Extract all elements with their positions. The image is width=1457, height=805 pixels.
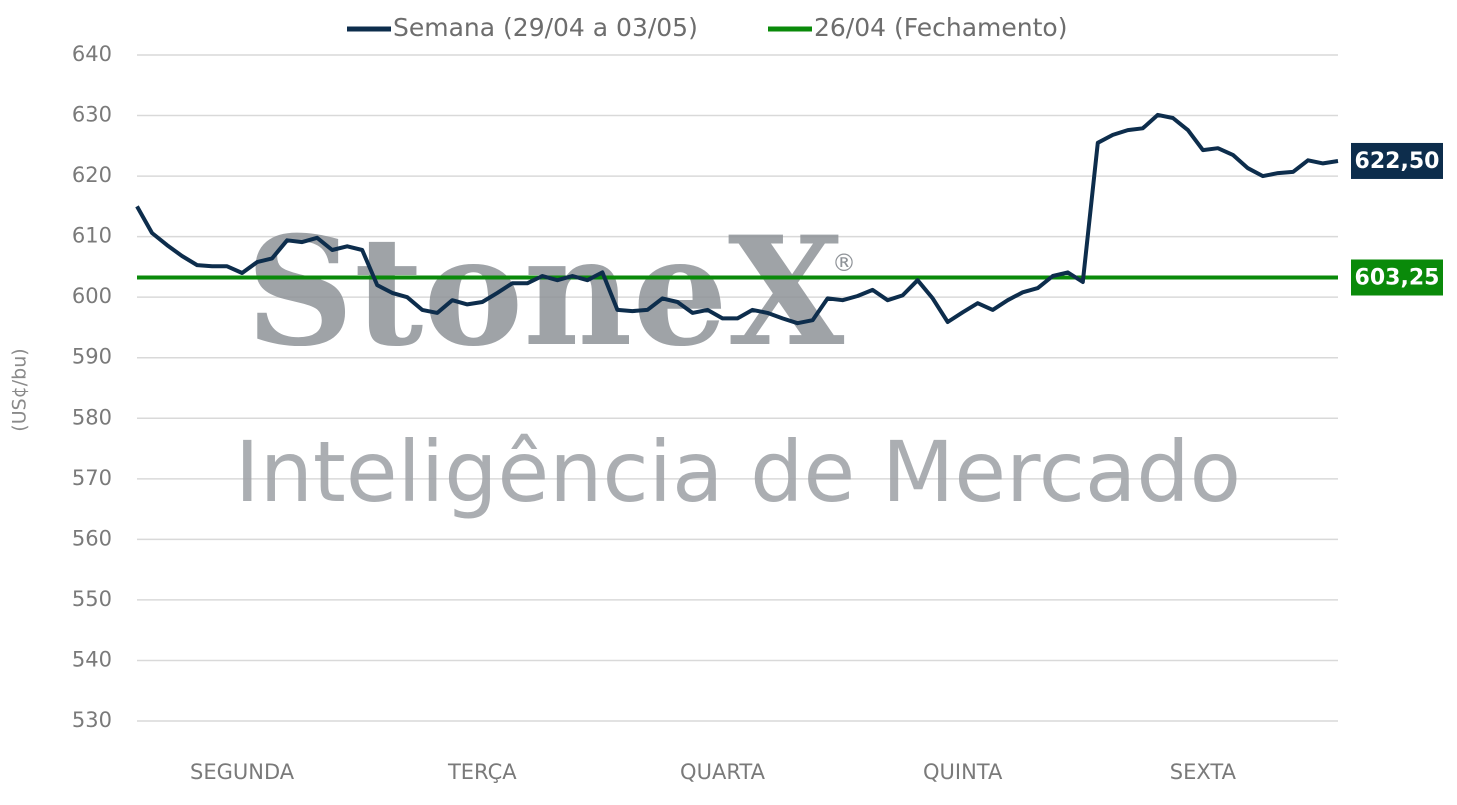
- series-line: [135, 112, 1339, 326]
- x-tick-label: TERÇA: [447, 760, 517, 784]
- x-tick-label: QUINTA: [923, 760, 1003, 784]
- y-tick-label: 580: [72, 405, 112, 429]
- y-tick-label: 610: [72, 224, 112, 248]
- value-label: 622,50: [1355, 149, 1440, 174]
- legend-label: 26/04 (Fechamento): [814, 13, 1067, 42]
- legend-label: Semana (29/04 a 03/05): [393, 13, 698, 42]
- watermark-tagline: Inteligência de Mercado: [235, 423, 1241, 521]
- y-tick-label: 590: [72, 345, 112, 369]
- x-tick-label: QUARTA: [680, 760, 766, 784]
- value-label-box: [1351, 142, 1443, 179]
- watermark-logo: StoneX: [246, 204, 845, 380]
- y-axis-label: (US¢/bu): [9, 348, 31, 431]
- y-tick-label: 640: [72, 42, 112, 66]
- y-tick-label: 630: [72, 103, 112, 127]
- y-tick-label: 600: [72, 284, 112, 308]
- y-tick-label: 570: [72, 466, 112, 490]
- y-tick-label: 550: [72, 587, 112, 611]
- y-tick-label: 560: [72, 526, 112, 550]
- y-tick-label: 620: [72, 163, 112, 187]
- x-tick-label: SEGUNDA: [190, 760, 295, 784]
- watermark-mark: ®: [832, 249, 856, 277]
- value-label-box: [1351, 259, 1443, 296]
- y-tick-label: 530: [72, 708, 112, 732]
- x-tick-label: SEXTA: [1170, 760, 1237, 784]
- y-tick-label: 540: [72, 647, 112, 671]
- value-label: 603,25: [1355, 266, 1440, 291]
